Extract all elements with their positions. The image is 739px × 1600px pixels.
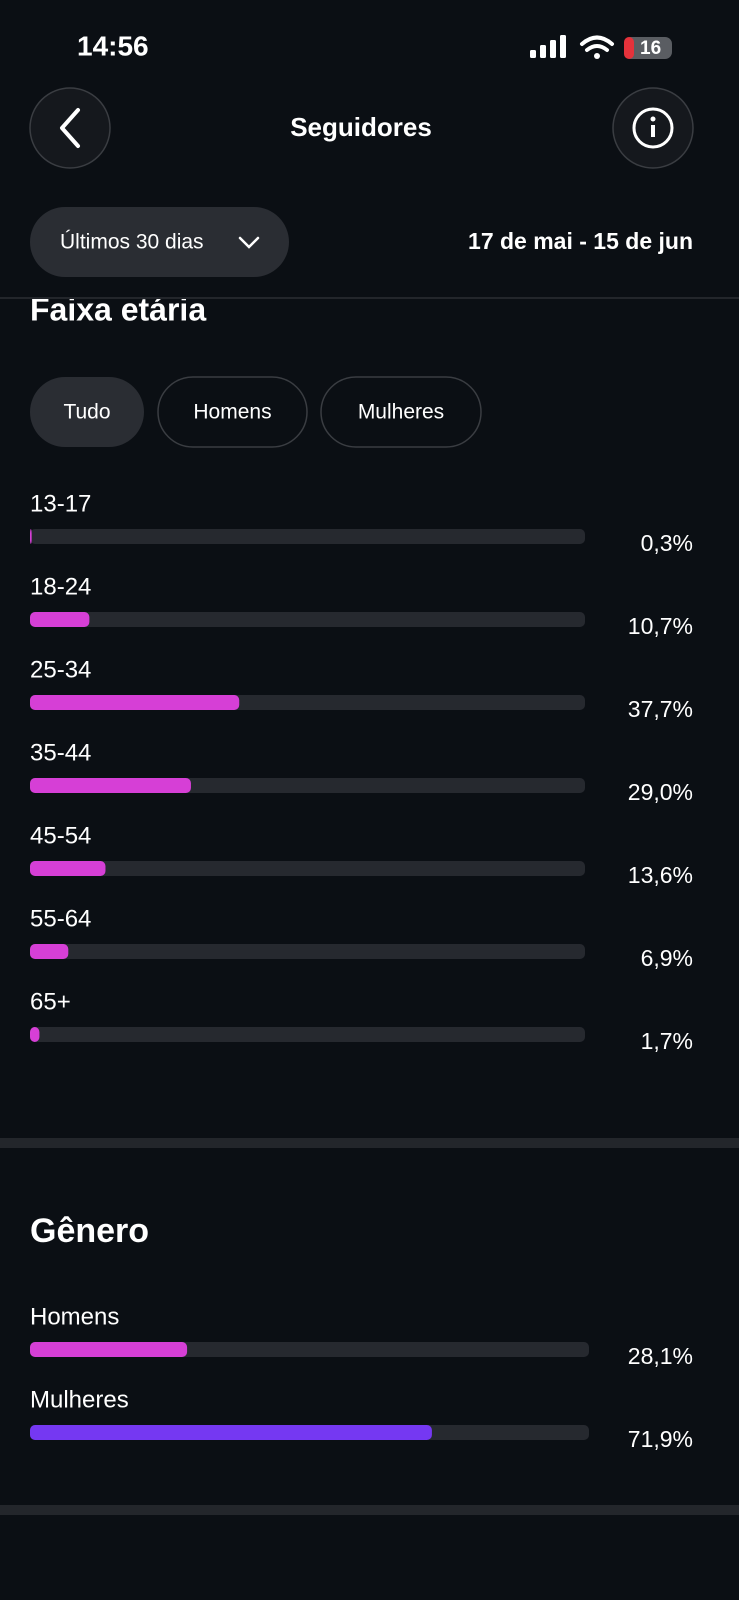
back-icon [60, 108, 80, 148]
value-label: 10,7% [628, 613, 693, 639]
signal-icon [530, 35, 566, 58]
bar [30, 1342, 188, 1357]
wifi-icon [580, 35, 614, 52]
bar [30, 612, 90, 627]
bar [30, 778, 191, 793]
period-label: Últimos 30 dias [60, 231, 204, 254]
battery-level [624, 37, 634, 59]
category-label: 35-44 [30, 739, 91, 766]
bar [30, 861, 106, 876]
value-label: 29,0% [628, 779, 693, 805]
bar-track [30, 1027, 585, 1042]
value-label: 6,9% [641, 945, 693, 971]
bar [30, 695, 240, 710]
bar [30, 1027, 40, 1042]
bar-track [30, 861, 585, 876]
value-label: 71,9% [628, 1426, 693, 1452]
bar [30, 1425, 432, 1440]
filter-tab[interactable] [30, 377, 144, 447]
section-title: Gênero [30, 1212, 149, 1250]
bar-track [30, 529, 585, 544]
battery-percent: 16 [640, 38, 661, 59]
bar [30, 529, 32, 544]
section-title: Faixa etária [30, 291, 206, 327]
category-label: Homens [30, 1303, 119, 1330]
value-label: 1,7% [641, 1028, 693, 1054]
bar [30, 944, 69, 959]
filter-tab[interactable] [320, 376, 482, 448]
period-dropdown[interactable] [30, 207, 289, 277]
status-time: 14:56 [77, 30, 149, 61]
filter-tab-label: Tudo [63, 401, 110, 424]
back-button[interactable] [29, 87, 111, 169]
filter-tab-label: Mulheres [358, 401, 444, 424]
value-label: 13,6% [628, 862, 693, 888]
category-label: Mulheres [30, 1386, 129, 1413]
category-label: 18-24 [30, 573, 91, 600]
info-icon [632, 107, 674, 149]
page-title: Seguidores [290, 112, 432, 142]
category-label: 25-34 [30, 656, 91, 683]
date-range: 17 de mai - 15 de jun [468, 228, 693, 254]
battery [624, 37, 672, 59]
bar-track [30, 612, 585, 627]
category-label: 55-64 [30, 905, 91, 932]
category-label: 13-17 [30, 490, 91, 517]
value-label: 37,7% [628, 696, 693, 722]
info-icon-dot [650, 116, 656, 122]
dropdown-chevron [238, 236, 260, 249]
bar-track [30, 944, 585, 959]
info-icon-stem [651, 125, 655, 137]
header-divider [0, 297, 739, 299]
section-divider [0, 1505, 739, 1515]
value-label: 0,3% [641, 530, 693, 556]
filter-tab[interactable] [157, 376, 308, 448]
content: Faixa etária Tudo Homens Mulheres 13-17 0,3% 1… [0, 291, 739, 1515]
section-divider [0, 1138, 739, 1148]
category-label: 45-54 [30, 822, 91, 849]
category-label: 65+ [30, 988, 71, 1015]
wifi-dot [594, 53, 600, 59]
value-label: 28,1% [628, 1343, 693, 1369]
filter-tab-label: Homens [193, 401, 271, 424]
